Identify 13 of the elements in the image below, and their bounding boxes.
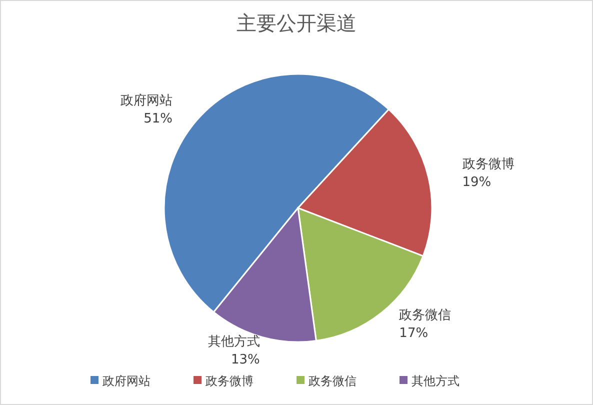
chart-title: 主要公开渠道: [236, 11, 356, 35]
legend-label: 政务微信: [308, 374, 356, 388]
data-label: 19%: [462, 174, 492, 190]
legend-label: 其他方式: [412, 374, 460, 388]
slice-label: 其他方式: [208, 334, 260, 350]
slice-label: 政务微博: [462, 156, 514, 172]
legend-label: 政府网站: [102, 374, 150, 388]
data-label: 17%: [399, 326, 428, 341]
slice-label: 政府网站: [120, 92, 172, 109]
data-label: 51%: [144, 112, 172, 127]
slice-label: 政务微信: [399, 308, 452, 323]
legend-label: 政务微博: [206, 374, 254, 388]
data-label: 13%: [230, 352, 260, 368]
